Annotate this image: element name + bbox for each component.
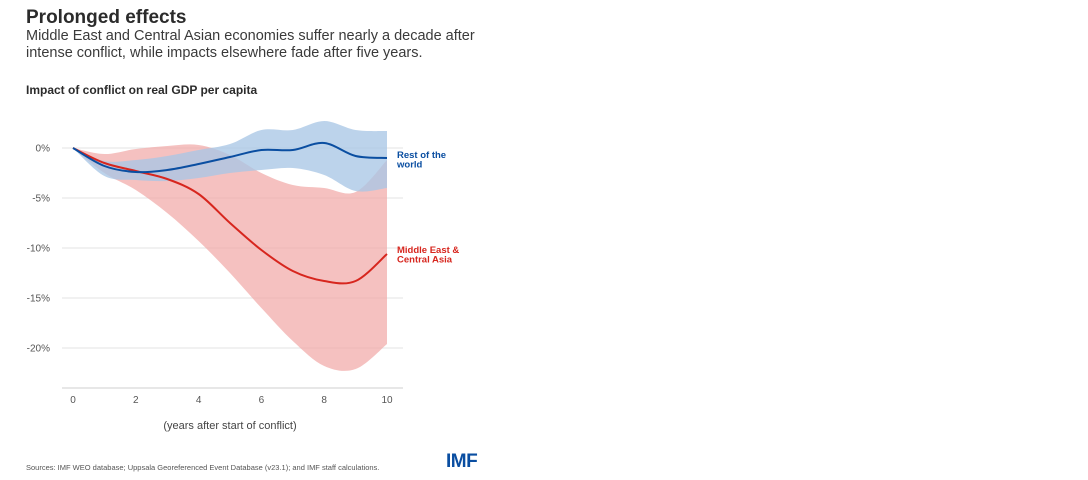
series-label-mena: Middle East & bbox=[397, 245, 459, 256]
x-tick-label: 4 bbox=[196, 395, 202, 406]
x-tick-label: 0 bbox=[70, 395, 76, 406]
y-tick-label: -15% bbox=[27, 294, 50, 305]
y-tick-label: 0% bbox=[36, 144, 51, 155]
sources-note: Sources: IMF WEO database; Uppsala Geore… bbox=[26, 463, 380, 472]
series-line-mena bbox=[72, 147, 388, 285]
axis-layer: 0% -5% -10% -15% -20% 0 2 4 6 8 10 bbox=[27, 144, 403, 406]
chart-title: Impact of conflict on real GDP per capit… bbox=[26, 83, 258, 97]
imf-logo: IMF bbox=[446, 451, 478, 472]
x-tick-label: 6 bbox=[259, 395, 265, 406]
page-title: Prolonged effects bbox=[26, 7, 187, 28]
x-tick-label: 8 bbox=[321, 395, 327, 406]
y-tick-label: -5% bbox=[32, 194, 50, 205]
series-label-rest-of-world: world bbox=[396, 160, 423, 171]
series-label-mena: Central Asia bbox=[397, 255, 453, 266]
x-tick-label: 2 bbox=[133, 395, 139, 406]
band-layer bbox=[73, 121, 387, 371]
y-tick-label: -20% bbox=[27, 344, 50, 355]
series-label-rest-of-world: Rest of the bbox=[397, 150, 446, 161]
y-tick-label: -10% bbox=[27, 244, 50, 255]
series-line-rest-of-world bbox=[72, 141, 388, 174]
confidence-band-mena bbox=[73, 144, 387, 371]
x-tick-label: 10 bbox=[381, 395, 393, 406]
line-layer bbox=[72, 141, 388, 285]
page-subtitle: Middle East and Central Asian economies … bbox=[26, 28, 475, 61]
x-axis-label: (years after start of conflict) bbox=[163, 420, 296, 432]
